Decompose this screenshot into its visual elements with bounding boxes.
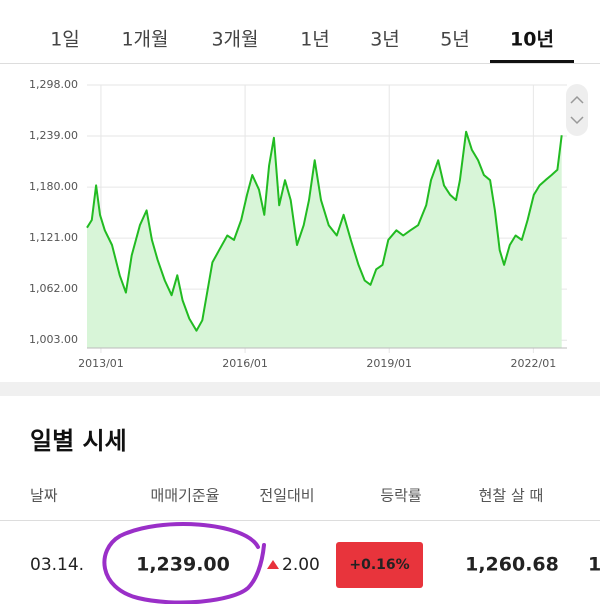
date-cell: 03.14. xyxy=(30,555,84,575)
y-tick-label: 1,062.00 xyxy=(29,282,78,295)
tab-underline xyxy=(490,60,574,63)
table-divider xyxy=(0,520,600,521)
scroll-chevrons xyxy=(570,95,584,125)
change-cell: 2.00 xyxy=(282,555,320,575)
cash-buy-cell: 1,260.68 xyxy=(465,554,559,576)
tab[interactable]: 10년 xyxy=(510,29,554,51)
tab[interactable]: 1일 xyxy=(50,29,80,51)
x-tick-label: 2022/01 xyxy=(511,357,557,370)
y-tick-label: 1,180.00 xyxy=(29,180,78,193)
tab[interactable]: 5년 xyxy=(440,29,470,51)
chart: 1,003.00 1,062.00 1,121.00 1,180.00 1,239.00… xyxy=(29,78,567,370)
tab[interactable]: 3년 xyxy=(370,29,400,51)
column-header: 현찰 살 때 xyxy=(479,487,544,505)
section-divider xyxy=(0,382,600,396)
column-header: 등락률 xyxy=(380,487,422,505)
y-tick-label: 1,298.00 xyxy=(29,78,78,91)
cut-off-cell: 1 xyxy=(588,554,600,576)
base-rate-cell: 1,239.00 xyxy=(136,554,230,576)
line xyxy=(86,130,563,332)
x-tick-label: 2019/01 xyxy=(366,357,412,370)
change-badge xyxy=(336,542,423,588)
tab[interactable]: 3개월 xyxy=(211,29,258,51)
y-tick-label: 1,003.00 xyxy=(29,333,78,346)
column-header: 전일대비 xyxy=(259,487,314,505)
y-tick-label: 1,121.00 xyxy=(29,231,78,244)
column-header: 날짜 xyxy=(30,487,58,505)
rate-cell: +0.16% xyxy=(349,557,409,573)
scroll-buttons[interactable] xyxy=(566,84,588,136)
hand-drawn-circle xyxy=(102,522,266,604)
column-header: 매매기준율 xyxy=(150,487,219,505)
tab-divider xyxy=(0,63,600,64)
up-arrow xyxy=(267,560,279,569)
x-tick-label: 2013/01 xyxy=(78,357,124,370)
y-tick-label: 1,239.00 xyxy=(29,129,78,142)
area xyxy=(87,131,562,348)
x-tick-label: 2016/01 xyxy=(222,357,268,370)
section-title: 일별 시세 xyxy=(30,427,127,455)
tab[interactable]: 1년 xyxy=(300,29,330,51)
tab[interactable]: 1개월 xyxy=(121,29,168,51)
